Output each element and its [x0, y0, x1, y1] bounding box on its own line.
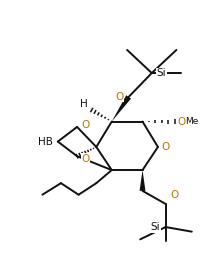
Text: HB: HB [38, 137, 53, 147]
Polygon shape [140, 170, 145, 191]
Text: Me: Me [185, 117, 198, 126]
Text: O: O [115, 92, 123, 102]
Text: Si: Si [151, 222, 160, 232]
Text: O: O [162, 142, 170, 152]
Text: O: O [170, 190, 179, 200]
Text: O: O [177, 117, 185, 126]
Text: H: H [80, 99, 88, 109]
Text: O: O [82, 153, 90, 164]
Text: Si: Si [156, 68, 166, 78]
Polygon shape [112, 95, 131, 122]
Text: O: O [82, 120, 90, 130]
